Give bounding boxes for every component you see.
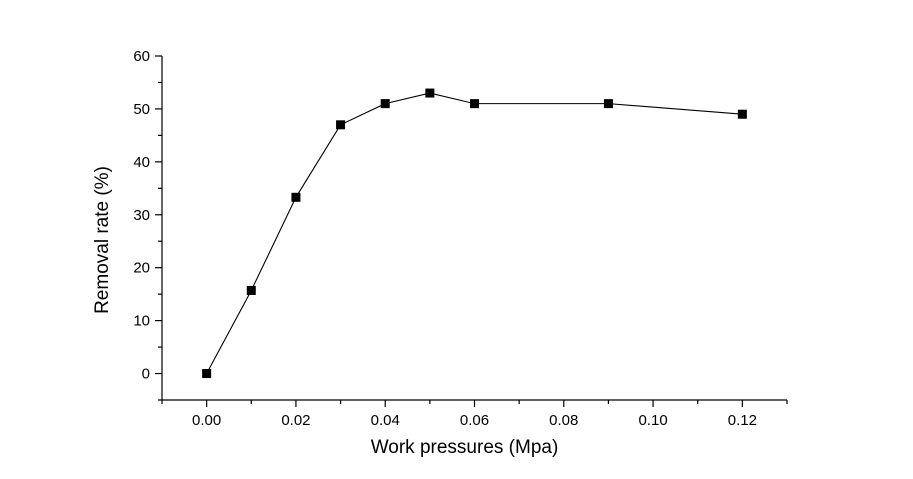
series-line bbox=[206, 92, 743, 374]
data-point-marker bbox=[380, 99, 390, 109]
y-tick-label: 40 bbox=[133, 154, 150, 171]
x-ticks: 0.00 0.02 0.04 0.06 0.08 0.10 0.12 bbox=[161, 400, 788, 429]
data-point-marker bbox=[737, 109, 747, 119]
data-point-marker bbox=[246, 285, 256, 295]
x-tick-label: 0.02 bbox=[281, 412, 310, 429]
y-tick-label: 0 bbox=[142, 366, 150, 383]
y-tick-label: 60 bbox=[133, 48, 150, 65]
x-tick-label: 0.10 bbox=[638, 412, 667, 429]
x-tick-label: 0.06 bbox=[460, 412, 489, 429]
x-tick-label: 0.04 bbox=[371, 412, 400, 429]
y-axis-title: Removal rate (%) bbox=[92, 166, 113, 314]
data-point-marker bbox=[603, 99, 613, 109]
y-tick-label: 30 bbox=[133, 207, 150, 224]
data-point-marker bbox=[202, 369, 212, 379]
x-tick-label: 0.00 bbox=[192, 412, 221, 429]
y-tick-label: 10 bbox=[133, 313, 150, 330]
x-tick-label: 0.08 bbox=[549, 412, 578, 429]
data-point-marker bbox=[425, 88, 435, 98]
data-point-marker bbox=[470, 99, 479, 109]
data-point-marker bbox=[336, 120, 346, 130]
y-tick-label: 20 bbox=[133, 260, 150, 277]
y-ticks: 0 10 20 30 40 50 60 bbox=[133, 48, 162, 401]
x-tick-label: 0.12 bbox=[728, 412, 757, 429]
y-tick-label: 50 bbox=[133, 101, 150, 118]
data-point-marker bbox=[291, 192, 301, 202]
series-layer bbox=[202, 88, 747, 379]
x-axis-title: Work pressures (Mpa) bbox=[371, 437, 559, 458]
